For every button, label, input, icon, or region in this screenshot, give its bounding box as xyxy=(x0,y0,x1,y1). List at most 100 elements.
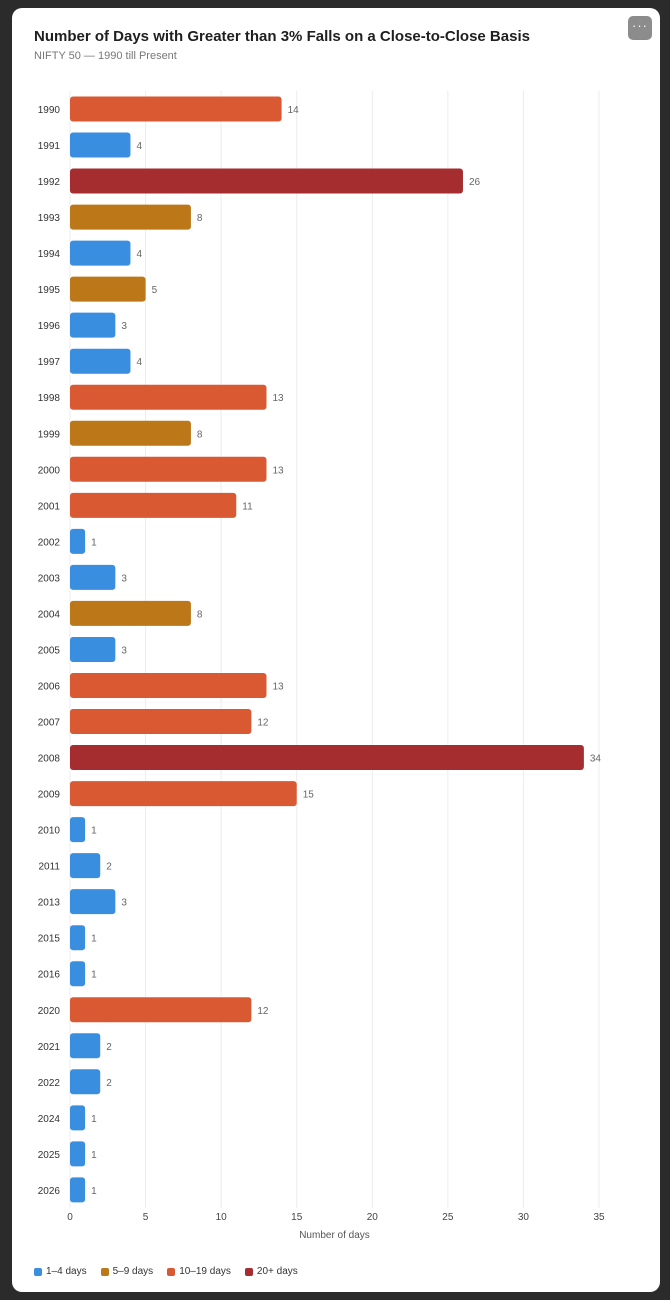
bar[interactable] xyxy=(70,312,116,338)
y-tick-label: 2010 xyxy=(38,826,61,837)
chart-legend: 1–4 days 5–9 days 10–19 days 20+ days xyxy=(34,1266,298,1277)
bar[interactable] xyxy=(70,709,252,735)
y-tick-label: 2006 xyxy=(38,681,61,692)
bar[interactable] xyxy=(70,1033,101,1059)
data-label: 4 xyxy=(136,249,142,260)
bar[interactable] xyxy=(70,889,116,915)
data-label: 26 xyxy=(469,177,481,188)
x-tick-label: 10 xyxy=(216,1212,228,1223)
bar[interactable] xyxy=(70,672,267,698)
legend-item[interactable]: 1–4 days xyxy=(34,1266,87,1277)
data-label: 1 xyxy=(91,970,97,981)
y-tick-label: 2011 xyxy=(38,862,60,873)
y-tick-label: 2007 xyxy=(38,718,61,729)
bar[interactable] xyxy=(70,781,297,807)
y-tick-label: 2024 xyxy=(38,1114,61,1125)
data-label: 1 xyxy=(91,826,97,837)
data-label: 3 xyxy=(121,898,127,909)
x-tick-label: 0 xyxy=(67,1212,73,1223)
x-tick-label: 5 xyxy=(143,1212,149,1223)
data-label: 13 xyxy=(272,393,284,404)
data-label: 13 xyxy=(272,465,284,476)
data-label: 2 xyxy=(106,1078,112,1089)
legend-label: 20+ days xyxy=(256,1266,298,1277)
bar[interactable] xyxy=(70,636,116,662)
bar[interactable] xyxy=(70,528,86,554)
y-tick-label: 1996 xyxy=(38,321,61,332)
legend-label: 10–19 days xyxy=(179,1266,231,1277)
legend-label: 5–9 days xyxy=(112,1266,154,1277)
bar[interactable] xyxy=(70,1105,86,1131)
y-tick-label: 2016 xyxy=(38,970,61,981)
y-tick-label: 2020 xyxy=(38,1006,61,1017)
bar[interactable] xyxy=(70,456,267,482)
legend-label: 1–4 days xyxy=(46,1266,87,1277)
x-tick-label: 20 xyxy=(367,1212,379,1223)
chart-title: Number of Days with Greater than 3% Fall… xyxy=(34,28,530,45)
bar[interactable] xyxy=(70,817,86,843)
data-label: 1 xyxy=(91,1150,97,1161)
y-tick-label: 2013 xyxy=(38,898,61,909)
legend-item[interactable]: 10–19 days xyxy=(167,1266,231,1277)
bar[interactable] xyxy=(70,492,237,518)
data-label: 4 xyxy=(136,357,142,368)
data-label: 1 xyxy=(91,1186,97,1197)
data-label: 14 xyxy=(288,105,300,116)
y-tick-label: 2002 xyxy=(38,537,61,548)
bar[interactable] xyxy=(70,276,146,302)
y-tick-label: 2021 xyxy=(38,1042,61,1053)
chart-subtitle: NIFTY 50 — 1990 till Present xyxy=(34,50,177,62)
y-tick-label: 2009 xyxy=(38,790,61,801)
bar[interactable] xyxy=(70,420,191,446)
bar[interactable] xyxy=(70,348,131,374)
bar[interactable] xyxy=(70,1141,86,1167)
data-label: 34 xyxy=(590,754,602,765)
bar[interactable] xyxy=(70,961,86,987)
bar[interactable] xyxy=(70,1069,101,1095)
y-tick-label: 1993 xyxy=(38,213,61,224)
bar[interactable] xyxy=(70,132,131,158)
more-horizontal-icon: ··· xyxy=(632,18,648,33)
more-options-button[interactable]: ··· xyxy=(628,16,652,40)
legend-swatch xyxy=(244,1267,253,1276)
data-label: 8 xyxy=(197,213,203,224)
y-tick-label: 1994 xyxy=(38,249,61,260)
legend-swatch xyxy=(100,1267,109,1276)
legend-item[interactable]: 5–9 days xyxy=(100,1266,154,1277)
bar[interactable] xyxy=(70,745,584,771)
y-tick-label: 2003 xyxy=(38,573,61,584)
y-tick-label: 1997 xyxy=(38,357,61,368)
y-tick-label: 2000 xyxy=(38,465,61,476)
bar[interactable] xyxy=(70,600,191,626)
bar[interactable] xyxy=(70,240,131,266)
y-tick-label: 1990 xyxy=(38,105,61,116)
bar[interactable] xyxy=(70,997,252,1023)
data-label: 12 xyxy=(257,1006,269,1017)
y-tick-label: 1992 xyxy=(38,177,61,188)
data-label: 12 xyxy=(257,718,269,729)
y-tick-label: 2022 xyxy=(38,1078,61,1089)
y-tick-label: 2001 xyxy=(38,501,61,512)
y-tick-label: 2026 xyxy=(38,1186,61,1197)
data-label: 8 xyxy=(197,609,203,620)
x-tick-label: 25 xyxy=(442,1212,454,1223)
bar[interactable] xyxy=(70,384,267,410)
data-label: 15 xyxy=(303,790,315,801)
bar[interactable] xyxy=(70,564,116,590)
y-tick-label: 2025 xyxy=(38,1150,61,1161)
bar[interactable] xyxy=(70,204,191,230)
data-label: 3 xyxy=(121,321,127,332)
data-label: 8 xyxy=(197,429,203,440)
y-tick-label: 2008 xyxy=(38,754,61,765)
bar[interactable] xyxy=(70,96,282,122)
y-tick-label: 2004 xyxy=(38,609,61,620)
bar[interactable] xyxy=(70,925,86,951)
bar[interactable] xyxy=(70,168,463,194)
bar[interactable] xyxy=(70,853,101,879)
bar[interactable] xyxy=(70,1177,86,1203)
data-label: 2 xyxy=(106,1042,112,1053)
data-label: 1 xyxy=(91,1114,97,1125)
y-tick-label: 1995 xyxy=(38,285,61,296)
legend-item[interactable]: 20+ days xyxy=(244,1266,298,1277)
y-tick-label: 1998 xyxy=(38,393,61,404)
